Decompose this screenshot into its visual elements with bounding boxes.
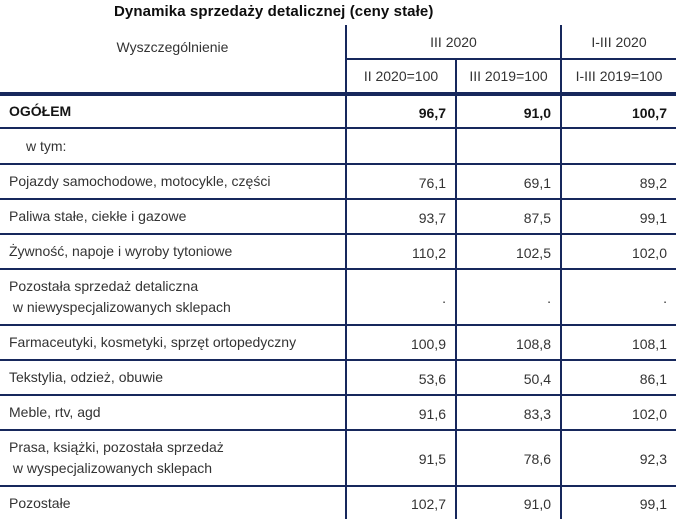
row-value-ii-2020: [345, 129, 455, 163]
table-row: OGÓŁEM 96,7 91,0 100,7: [0, 96, 676, 129]
header-col-iii-2019-100: III 2019=100: [455, 60, 560, 92]
row-value-i-iii-2019: .: [560, 270, 676, 324]
table-row: Paliwa stałe, ciekłe i gazowe 93,7 87,5 …: [0, 200, 676, 235]
row-label: Żywność, napoje i wyroby tytoniowe: [9, 243, 233, 259]
row-value-iii-2019: 91,0: [455, 96, 560, 127]
row-value-iii-2019: 102,5: [455, 235, 560, 268]
row-label: Prasa, książki, pozostała sprzedaż w wys…: [9, 439, 224, 476]
row-value-ii-2020: 91,5: [345, 431, 455, 485]
header-group-iii-2020: III 2020: [345, 25, 560, 60]
table-row: Pozostała sprzedaż detaliczna w niewyspe…: [0, 270, 676, 326]
row-value-i-iii-2019: 92,3: [560, 431, 676, 485]
row-value-i-iii-2019: 102,0: [560, 396, 676, 429]
row-value-ii-2020: 91,6: [345, 396, 455, 429]
table-row: w tym:: [0, 129, 676, 165]
header-col-ii-2020-100: II 2020=100: [345, 60, 455, 92]
header-stub-wyszczegolnienie: Wyszczególnienie: [116, 39, 229, 55]
table-row: Tekstylia, odzież, obuwie 53,6 50,4 86,1: [0, 361, 676, 396]
row-value-iii-2019: 50,4: [455, 361, 560, 394]
row-value-ii-2020: 76,1: [345, 165, 455, 198]
table-row: Meble, rtv, agd 91,6 83,3 102,0: [0, 396, 676, 431]
row-value-iii-2019: .: [455, 270, 560, 324]
row-value-iii-2019: 83,3: [455, 396, 560, 429]
row-value-ii-2020: 102,7: [345, 487, 455, 519]
row-value-ii-2020: 100,9: [345, 326, 455, 359]
row-value-i-iii-2019: 99,1: [560, 487, 676, 519]
row-label: Pojazdy samochodowe, motocykle, części: [9, 173, 271, 189]
row-value-i-iii-2019: [560, 129, 676, 163]
table-row: Żywność, napoje i wyroby tytoniowe 110,2…: [0, 235, 676, 270]
row-label: OGÓŁEM: [9, 103, 72, 119]
row-value-iii-2019: [455, 129, 560, 163]
row-value-iii-2019: 108,8: [455, 326, 560, 359]
row-value-ii-2020: 110,2: [345, 235, 455, 268]
row-label: Pozostała sprzedaż detaliczna w niewyspe…: [9, 278, 231, 315]
row-value-iii-2019: 78,6: [455, 431, 560, 485]
header-group-i-iii-2020: I-III 2020: [560, 25, 676, 60]
table-row: Pozostałe 102,7 91,0 99,1: [0, 487, 676, 519]
row-value-i-iii-2019: 86,1: [560, 361, 676, 394]
row-value-i-iii-2019: 102,0: [560, 235, 676, 268]
table-header: Wyszczególnienie III 2020 I-III 2020 II …: [0, 25, 676, 92]
row-value-iii-2019: 69,1: [455, 165, 560, 198]
row-label: Meble, rtv, agd: [9, 404, 101, 420]
row-label: w tym:: [26, 137, 67, 154]
row-value-i-iii-2019: 89,2: [560, 165, 676, 198]
header-thick-rule: [0, 92, 676, 96]
row-label: Pozostałe: [9, 494, 71, 511]
table-body: OGÓŁEM 96,7 91,0 100,7 w tym: Pojazdy sa…: [0, 96, 676, 519]
header-col-i-iii-2019-100: I-III 2019=100: [560, 60, 676, 92]
table-row: Farmaceutyki, kosmetyki, sprzęt ortopedy…: [0, 326, 676, 361]
row-value-i-iii-2019: 99,1: [560, 200, 676, 233]
row-label: Paliwa stałe, ciekłe i gazowe: [9, 208, 187, 224]
row-value-i-iii-2019: 108,1: [560, 326, 676, 359]
row-value-ii-2020: 53,6: [345, 361, 455, 394]
row-value-ii-2020: 96,7: [345, 96, 455, 127]
row-value-iii-2019: 87,5: [455, 200, 560, 233]
row-value-i-iii-2019: 100,7: [560, 96, 676, 127]
row-label: Tekstylia, odzież, obuwie: [9, 369, 164, 385]
row-value-iii-2019: 91,0: [455, 487, 560, 519]
table-row: Prasa, książki, pozostała sprzedaż w wys…: [0, 431, 676, 487]
table-row: Pojazdy samochodowe, motocykle, części 7…: [0, 165, 676, 200]
row-value-ii-2020: .: [345, 270, 455, 324]
row-label: Farmaceutyki, kosmetyki, sprzęt ortopedy…: [9, 334, 297, 350]
table-title: Dynamika sprzedaży detalicznej (ceny sta…: [114, 3, 434, 20]
row-value-ii-2020: 93,7: [345, 200, 455, 233]
